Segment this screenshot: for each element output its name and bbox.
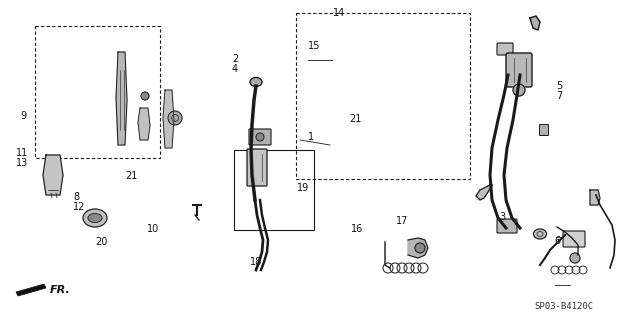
Text: 13: 13	[16, 158, 28, 168]
Text: 3: 3	[499, 212, 505, 222]
FancyBboxPatch shape	[506, 53, 532, 87]
Circle shape	[513, 84, 525, 96]
Polygon shape	[163, 90, 174, 148]
Text: 14: 14	[333, 8, 345, 18]
Text: 17: 17	[396, 216, 408, 226]
Polygon shape	[590, 190, 600, 205]
Polygon shape	[138, 108, 150, 140]
FancyBboxPatch shape	[563, 231, 585, 247]
Text: 15: 15	[308, 41, 321, 51]
Text: 10: 10	[147, 224, 159, 234]
Polygon shape	[16, 284, 46, 296]
Text: FR.: FR.	[50, 285, 71, 295]
Ellipse shape	[88, 213, 102, 222]
FancyBboxPatch shape	[249, 129, 271, 145]
Circle shape	[256, 133, 264, 141]
Text: 18: 18	[250, 257, 262, 267]
Text: 2: 2	[232, 54, 238, 64]
FancyBboxPatch shape	[497, 219, 517, 233]
Text: 21: 21	[125, 171, 138, 181]
Polygon shape	[116, 52, 127, 145]
FancyBboxPatch shape	[497, 43, 513, 55]
Ellipse shape	[250, 78, 262, 86]
Text: 8: 8	[73, 192, 79, 202]
Text: 12: 12	[73, 202, 85, 212]
Text: SP03-B4120C: SP03-B4120C	[534, 302, 593, 311]
Text: 16: 16	[351, 224, 364, 234]
Text: 9: 9	[20, 111, 26, 121]
Polygon shape	[530, 16, 540, 30]
Circle shape	[570, 253, 580, 263]
Polygon shape	[43, 155, 63, 195]
Ellipse shape	[534, 229, 547, 239]
FancyBboxPatch shape	[247, 149, 267, 186]
Text: 20: 20	[95, 237, 108, 247]
Text: 5: 5	[556, 81, 563, 91]
Text: 19: 19	[297, 183, 309, 193]
Text: 7: 7	[556, 91, 563, 101]
Circle shape	[141, 92, 149, 100]
Text: 4: 4	[232, 64, 238, 74]
Polygon shape	[408, 238, 428, 258]
Circle shape	[415, 243, 425, 253]
Circle shape	[168, 111, 182, 125]
Text: 21: 21	[349, 114, 362, 124]
Text: 6: 6	[554, 236, 560, 246]
Polygon shape	[476, 185, 492, 200]
Text: 1: 1	[308, 132, 314, 142]
FancyBboxPatch shape	[540, 124, 548, 136]
Text: 11: 11	[16, 148, 28, 158]
Ellipse shape	[83, 209, 107, 227]
